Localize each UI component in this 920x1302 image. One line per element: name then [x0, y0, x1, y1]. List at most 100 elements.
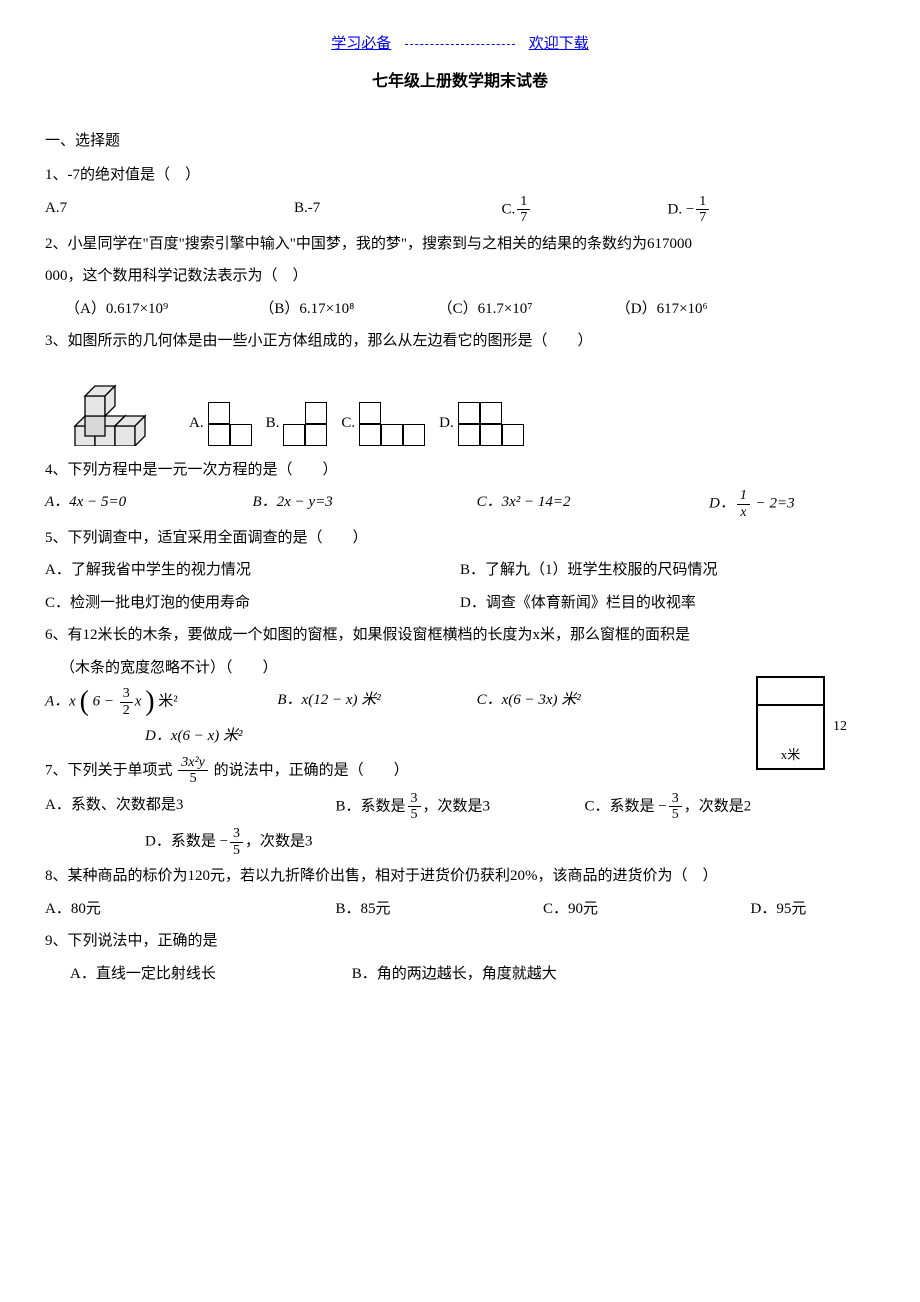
- window-x-label: x米: [758, 743, 823, 768]
- q5-stem: 5、下列调查中，适宜采用全面调查的是（ ）: [45, 524, 875, 553]
- q7-den: 5: [178, 771, 208, 786]
- link-study[interactable]: 学习必备: [331, 36, 391, 52]
- q2-stem1: 2、小星同学在"百度"搜索引擎中输入"中国梦，我的梦"，搜索到与之相关的结果的条…: [45, 230, 875, 259]
- q6-options-2: D．x(6 − x) 米²: [45, 722, 875, 751]
- q4-opt-a: A．4x − 5=0: [45, 488, 253, 520]
- q7b-post: ，次数是3: [423, 798, 491, 814]
- page-title: 七年级上册数学期末试卷: [45, 67, 875, 97]
- q8-stem: 8、某种商品的标价为120元，若以九折降价出售，相对于进货价仍获利20%，该商品…: [45, 862, 875, 891]
- q1d-frac: 17: [696, 194, 709, 226]
- q1-stem: 1、-7的绝对值是（ ）: [45, 161, 875, 190]
- q3-d-grid: [458, 402, 524, 446]
- q2-stem2: 000，这个数用科学记数法表示为（ ）: [45, 262, 875, 291]
- q6-opt-d: D．x(6 − x) 米²: [45, 722, 243, 751]
- q5-opt-c: C．检测一批电灯泡的使用寿命: [45, 589, 460, 618]
- q1-opt-a: A.7: [45, 194, 294, 226]
- q7c-den: 5: [669, 807, 682, 822]
- q4-opt-c: C．3x² − 14=2: [477, 488, 709, 520]
- q7d-den: 5: [230, 843, 243, 858]
- dashed-separator: [405, 44, 515, 45]
- q1d-den: 7: [696, 210, 709, 225]
- q7-opt-d: D．系数是 −35，次数是3: [45, 826, 313, 858]
- q3-b-grid: [283, 402, 327, 446]
- q3-opt-a: A.: [189, 402, 252, 446]
- q8-opt-c: C．90元: [543, 895, 751, 924]
- q6a-frac: 32: [120, 686, 133, 718]
- q7-opt-c: C．系数是 −35，次数是2: [585, 791, 876, 823]
- q6a-innerpost: x: [135, 694, 142, 710]
- q4d-pre: D．: [709, 496, 735, 512]
- q1-opt-b: B.-7: [294, 194, 502, 226]
- q7d-pre: D．系数是 −: [145, 834, 228, 850]
- q3-opt-d: D.: [439, 402, 524, 446]
- q8-opt-b: B．85元: [336, 895, 544, 924]
- q9-options: A．直线一定比射线长 B．角的两边越长，角度就越大: [45, 960, 875, 989]
- q6-opt-b: B．x(12 − x) 米²: [277, 686, 476, 718]
- q6a-pre: A．x: [45, 694, 76, 710]
- q1c-num: 1: [517, 194, 530, 210]
- q1-opt-c: C.17: [502, 194, 668, 226]
- q6a-innerpre: 6 −: [93, 694, 118, 710]
- q7-pre: 7、下列关于单项式: [45, 762, 173, 778]
- q3-a-grid: [208, 402, 252, 446]
- q1d-prefix: D. −: [668, 201, 695, 217]
- q3-c-grid: [359, 402, 425, 446]
- q7b-frac: 35: [408, 791, 421, 823]
- q7b-num: 3: [408, 791, 421, 807]
- q4d-den: x: [737, 505, 750, 520]
- q2-opt-c: （C）61.7×10⁷: [438, 295, 616, 324]
- q2-opt-d: （D）617×10⁶: [616, 295, 794, 324]
- q8-options: A．80元 B．85元 C．90元 D．95元: [45, 895, 875, 924]
- q4-stem: 4、下列方程中是一元一次方程的是（ ）: [45, 456, 875, 485]
- q1d-num: 1: [696, 194, 709, 210]
- q3-opt-b: B.: [266, 402, 328, 446]
- q9-opt-a: A．直线一定比射线长: [70, 960, 352, 989]
- q6a-den: 2: [120, 703, 133, 718]
- q3-a-label: A.: [189, 409, 204, 438]
- q7d-num: 3: [230, 826, 243, 842]
- q9-opt-b: B．角的两边越长，角度就越大: [352, 960, 795, 989]
- q1c-prefix: C.: [502, 201, 516, 217]
- q7-num: 3x²y: [178, 755, 208, 771]
- q7-frac: 3x²y5: [178, 755, 208, 787]
- q7c-num: 3: [669, 791, 682, 807]
- q7c-post: ，次数是2: [684, 798, 752, 814]
- q4-opt-b: B．2x − y=3: [253, 488, 477, 520]
- q3-figures: A. B. C. D.: [65, 366, 875, 446]
- q7d-frac: 35: [230, 826, 243, 858]
- q1-opt-d: D. −17: [668, 194, 834, 226]
- q4d-num: 1: [737, 488, 750, 504]
- paren-l-icon: (: [80, 691, 89, 713]
- q6-opt-a: A．x ( 6 − 32x ) 米²: [45, 686, 277, 718]
- window-frame-figure: x米 12: [756, 676, 825, 770]
- q5-options-1: A．了解我省中学生的视力情况 B．了解九（1）班学生校服的尺码情况: [45, 556, 875, 585]
- q7c-frac: 35: [669, 791, 682, 823]
- q7b-pre: B．系数是: [336, 798, 406, 814]
- q7-opt-b: B．系数是35，次数是3: [336, 791, 585, 823]
- q7b-den: 5: [408, 807, 421, 822]
- header-links: 学习必备 欢迎下载: [45, 30, 875, 59]
- q5-opt-b: B．了解九（1）班学生校服的尺码情况: [460, 556, 875, 585]
- q6-options-1: A．x ( 6 − 32x ) 米² B．x(12 − x) 米² C．x(6 …: [45, 686, 709, 718]
- q5-options-2: C．检测一批电灯泡的使用寿命 D．调查《体育新闻》栏目的收视率: [45, 589, 875, 618]
- q7-options-2: D．系数是 −35，次数是3: [45, 826, 875, 858]
- q3-d-label: D.: [439, 409, 454, 438]
- q4d-frac: 1x: [737, 488, 750, 520]
- q8-opt-a: A．80元: [45, 895, 336, 924]
- q7-options-1: A．系数、次数都是3 B．系数是35，次数是3 C．系数是 −35，次数是2: [45, 791, 875, 823]
- q5-opt-d: D．调查《体育新闻》栏目的收视率: [460, 589, 875, 618]
- cube-svg: [65, 366, 175, 446]
- section-heading: 一、选择题: [45, 127, 875, 156]
- q2-opt-b: （B）6.17×10⁸: [259, 295, 437, 324]
- q4d-suf: − 2=3: [752, 496, 795, 512]
- q3-c-label: C.: [341, 409, 355, 438]
- q8-opt-d: D．95元: [751, 895, 876, 924]
- paren-r-icon: ): [145, 691, 154, 713]
- q6-stem2: （木条的宽度忽略不计）（ ）: [45, 654, 875, 683]
- q7-stem: 7、下列关于单项式 3x²y5 的说法中，正确的是（ ）: [45, 755, 875, 787]
- q7-post: 的说法中，正确的是（ ）: [214, 762, 409, 778]
- q1c-den: 7: [517, 210, 530, 225]
- q3-b-label: B.: [266, 409, 280, 438]
- q1c-frac: 17: [517, 194, 530, 226]
- link-download[interactable]: 欢迎下载: [529, 36, 589, 52]
